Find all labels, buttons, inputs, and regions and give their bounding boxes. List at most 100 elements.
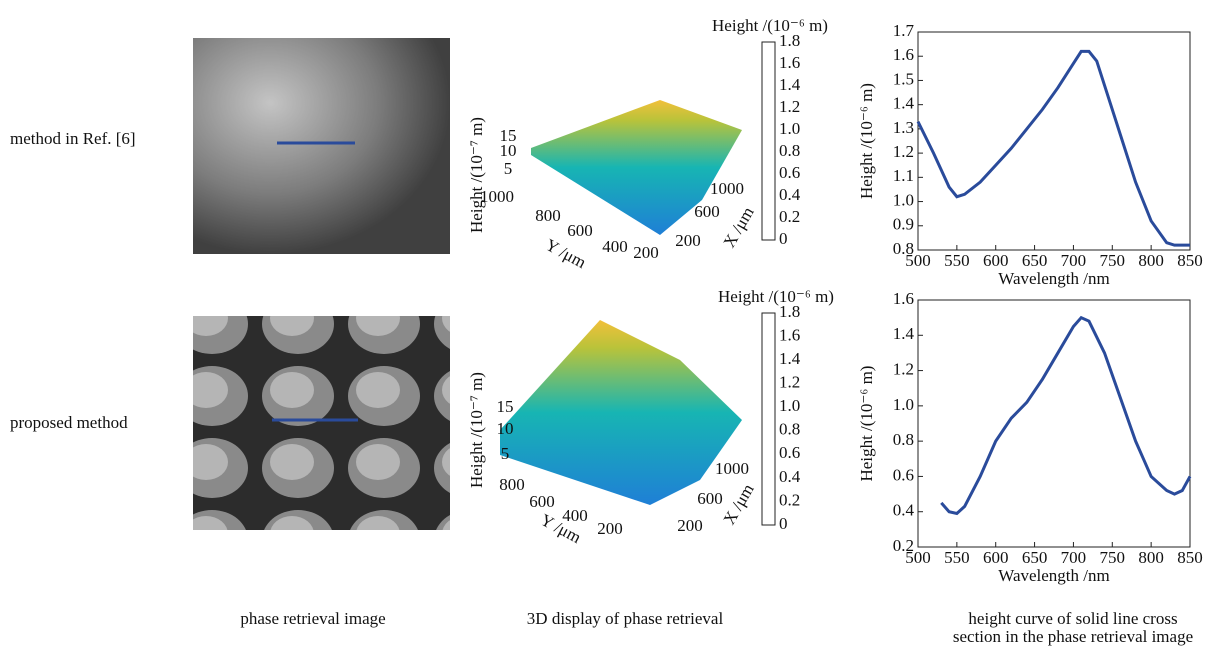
x-tick-label: 550 <box>944 251 970 270</box>
y-tick-label: 1000 <box>480 187 514 206</box>
colorbar-tick-label: 1.8 <box>779 31 800 50</box>
phase-image <box>193 38 450 254</box>
x-tick-label: 1000 <box>715 459 749 478</box>
x-tick-label: 850 <box>1177 548 1203 567</box>
y-tick-label: 600 <box>529 492 555 511</box>
caption: phase retrieval image <box>240 609 385 628</box>
y-tick-label: 200 <box>633 243 659 262</box>
colorbar-tick-label: 1.0 <box>779 119 800 138</box>
x-tick-label: 800 <box>1138 548 1164 567</box>
colorbar-tick-label: 1.6 <box>779 53 800 72</box>
y-tick-label: 1.4 <box>893 324 915 343</box>
y-tick-label: 800 <box>535 206 561 225</box>
y-tick-label: 1.4 <box>893 94 915 113</box>
colorbar-tick-label: 0.6 <box>779 163 800 182</box>
colorbar-tick-label: 0.6 <box>779 443 800 462</box>
colorbar-tick-label: 1.4 <box>779 75 801 94</box>
phase-image <box>193 316 450 530</box>
z-tick-label: 10 <box>497 419 514 438</box>
colorbar-tick-label: 0 <box>779 514 788 533</box>
colorbar-tick-label: 0.4 <box>779 185 801 204</box>
x-tick-label: 600 <box>983 548 1009 567</box>
x-tick-label: 700 <box>1061 548 1087 567</box>
x-tick-label: 700 <box>1061 251 1087 270</box>
caption: height curve of solid line cross <box>968 609 1177 628</box>
colorbar <box>761 41 776 241</box>
colorbar-tick-label: 0.2 <box>779 207 800 226</box>
colorbar-title: Height /(10⁻⁶ m) <box>712 16 828 35</box>
y-tick-label: 1.5 <box>893 69 914 88</box>
y-axis-label: Y /μm <box>542 235 589 272</box>
z-axis-label: Height /(10⁻⁷ m) <box>467 117 486 233</box>
y-tick-label: 800 <box>499 475 525 494</box>
x-tick-label: 1000 <box>710 179 744 198</box>
x-tick-label: 200 <box>675 231 701 250</box>
surface <box>500 320 742 505</box>
colorbar <box>761 312 776 526</box>
surface <box>531 100 742 235</box>
colorbar-title: Height /(10⁻⁶ m) <box>718 287 834 306</box>
phase-image-shade <box>193 38 450 254</box>
x-tick-label: 650 <box>1022 251 1048 270</box>
y-tick-label: 0.6 <box>893 465 914 484</box>
y-tick-label: 0.8 <box>893 430 914 449</box>
colorbar-tick-label: 1.6 <box>779 325 800 344</box>
z-tick-label: 15 <box>497 397 514 416</box>
caption: 3D display of phase retrieval <box>527 609 724 628</box>
colorbar-tick-label: 1.8 <box>779 302 800 321</box>
x-tick-label: 550 <box>944 548 970 567</box>
y-tick-label: 600 <box>567 221 593 240</box>
colorbar-tick-label: 1.2 <box>779 373 800 392</box>
y-axis-label: Height /(10⁻⁶ m) <box>857 366 876 482</box>
x-tick-label: 600 <box>694 202 720 221</box>
y-tick-label: 1.3 <box>893 118 914 137</box>
caption: section in the phase retrieval image <box>953 627 1193 646</box>
y-tick-label: 1.2 <box>893 142 914 161</box>
y-tick-label: 0.8 <box>893 239 914 258</box>
z-tick-label: 5 <box>501 444 510 463</box>
plot-frame <box>917 31 1191 251</box>
x-tick-label: 800 <box>1138 251 1164 270</box>
y-tick-label: 1.0 <box>893 190 914 209</box>
plot-frame <box>917 299 1191 548</box>
x-tick-label: 600 <box>983 251 1009 270</box>
row-label: proposed method <box>10 413 128 432</box>
y-tick-label: 1.1 <box>893 166 914 185</box>
colorbar-tick-label: 0.8 <box>779 141 800 160</box>
colorbar-tick-label: 0.8 <box>779 420 800 439</box>
x-tick-label: 650 <box>1022 548 1048 567</box>
colorbar-tick-label: 0.2 <box>779 490 800 509</box>
x-tick-label: 850 <box>1177 251 1203 270</box>
x-tick-label: 600 <box>697 489 723 508</box>
y-tick-label: 1.2 <box>893 359 914 378</box>
y-tick-label: 1.7 <box>893 21 915 40</box>
x-tick-label: 750 <box>1100 548 1126 567</box>
y-tick-label: 0.4 <box>893 501 915 520</box>
y-tick-label: 0.2 <box>893 536 914 555</box>
z-tick-label: 5 <box>504 159 513 178</box>
line-series <box>940 315 1192 516</box>
colorbar-tick-label: 1.0 <box>779 396 800 415</box>
x-axis-label: X /μm <box>719 481 757 528</box>
y-tick-label: 1.6 <box>893 289 914 308</box>
y-axis-label: Height /(10⁻⁶ m) <box>857 83 876 199</box>
colorbar-tick-label: 1.2 <box>779 97 800 116</box>
y-tick-label: 400 <box>602 237 628 256</box>
y-tick-label: 1.6 <box>893 45 914 64</box>
x-tick-label: 750 <box>1100 251 1126 270</box>
colorbar-tick-label: 1.4 <box>779 349 801 368</box>
colorbar-tick-label: 0 <box>779 229 788 248</box>
y-tick-label: 400 <box>562 506 588 525</box>
x-axis-label: Wavelength /nm <box>998 269 1109 288</box>
x-tick-label: 200 <box>677 516 703 535</box>
z-tick-label: 15 <box>500 126 517 145</box>
z-tick-label: 10 <box>500 141 517 160</box>
line-series <box>916 49 1190 247</box>
y-tick-label: 0.9 <box>893 215 914 234</box>
x-axis-label: Wavelength /nm <box>998 566 1109 585</box>
row-label: method in Ref. [6] <box>10 129 136 148</box>
x-tick-label: 500 <box>905 251 931 270</box>
y-tick-label: 1.0 <box>893 395 914 414</box>
x-axis-label: X /μm <box>719 204 757 251</box>
